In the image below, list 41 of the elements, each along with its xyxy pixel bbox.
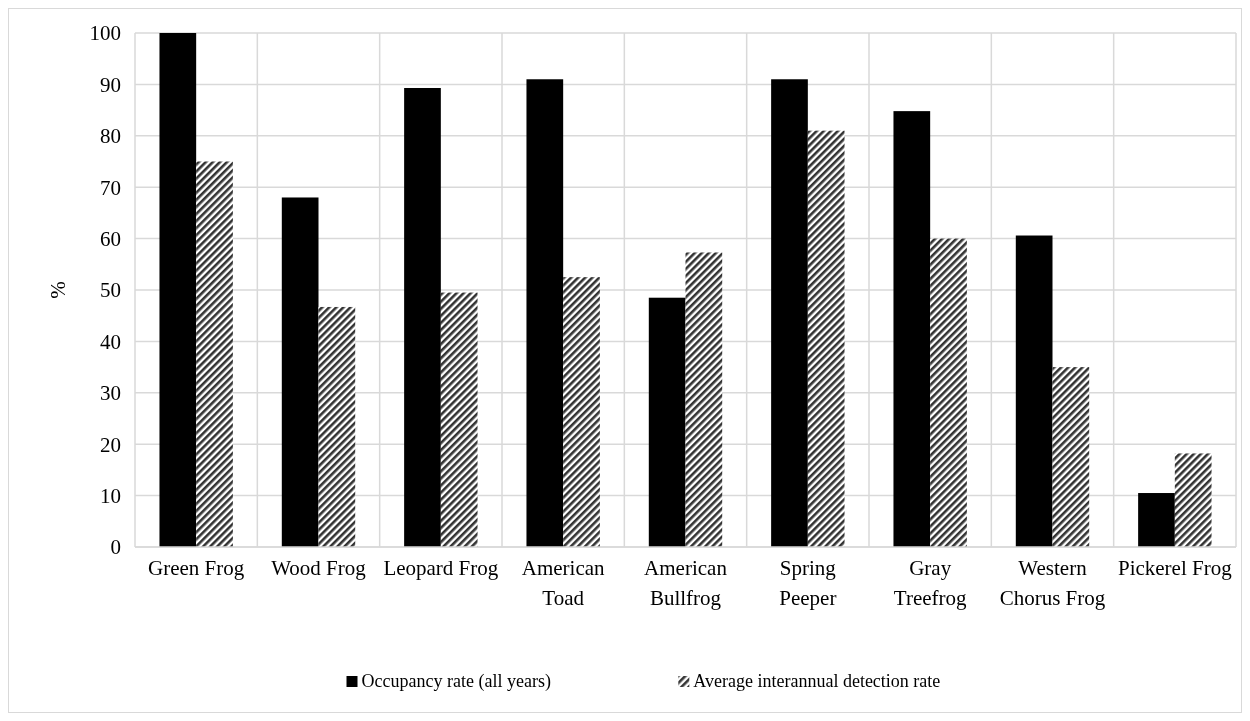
y-tick-label: 10 [100,483,121,508]
y-tick-label: 40 [100,329,121,354]
x-tick-label: Pickerel Frog [1117,556,1233,580]
bar [281,197,319,547]
y-tick-label: 50 [100,278,121,303]
y-tick-label: 60 [100,226,121,251]
bar [893,111,931,547]
y-axis-title: % [46,281,70,299]
x-tick-label: Spring Peeper [779,556,837,610]
bar [807,130,845,547]
bar [1052,367,1090,547]
bar [1174,453,1212,547]
x-tick-label: Wood Frog [271,556,367,580]
bar [196,161,233,547]
bar [930,238,967,547]
y-tick-label: 100 [89,21,121,46]
x-tick-label: Western Chorus Frog [999,556,1106,610]
y-tick-label: 90 [100,72,121,97]
x-tick-label: Leopard Frog [383,556,499,580]
bar [1015,235,1053,547]
bar [404,88,441,547]
x-tick-label: American Toad [521,556,606,610]
bar [440,292,478,547]
y-tick-label: 0 [110,535,121,560]
bar [159,33,197,547]
bar [526,79,564,547]
y-tick-label: 20 [100,432,121,457]
bar [648,297,686,547]
bar [1138,493,1175,547]
bar [563,277,600,547]
x-tick-label: Gray Treefrog [893,556,968,610]
legend-label: Average interannual detection rate [693,671,941,691]
legend-label: Occupancy rate (all years) [361,671,551,692]
x-tick-label: Green Frog [148,556,245,580]
y-tick-label: 30 [100,381,121,406]
bar [685,252,723,547]
bar [318,306,356,547]
bar [771,79,808,547]
y-tick-label: 70 [100,175,121,200]
y-tick-label: 80 [100,124,121,149]
x-tick-label: American Bullfrog [644,556,728,610]
